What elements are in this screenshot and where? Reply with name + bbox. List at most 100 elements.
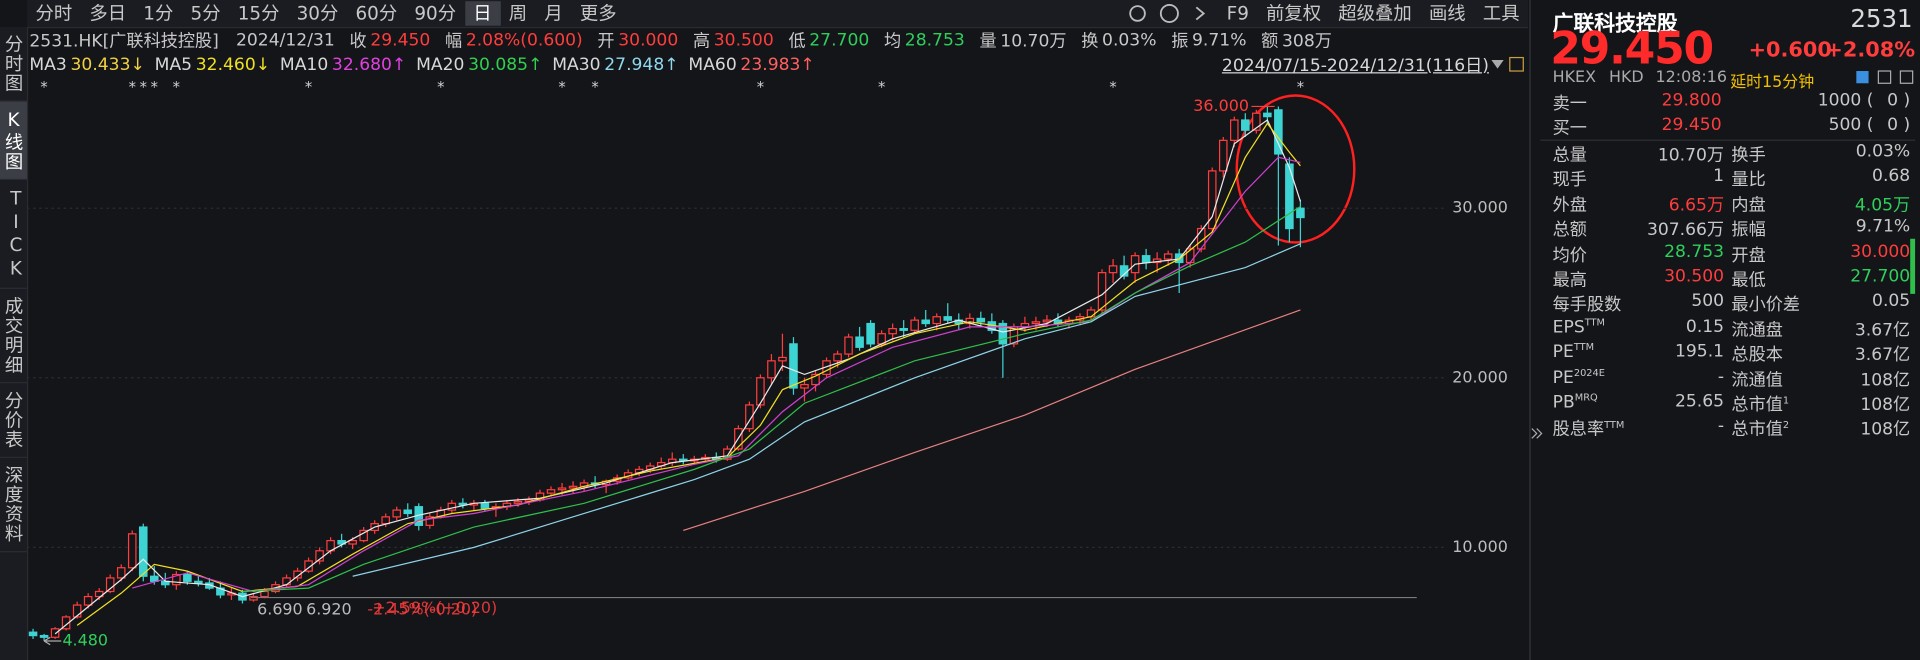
candle-body (39, 634, 49, 638)
stat-label: 最低 (1731, 267, 1765, 291)
side-tab[interactable]: 成交明细 (0, 289, 27, 384)
candle-body (513, 500, 523, 504)
info-line: 2531.HK[广联科技控股] 2024/12/31 收 29.450 幅 2.08%(0… (29, 28, 1331, 52)
candle-body (72, 604, 82, 618)
ma-value: 27.948↑ (604, 55, 679, 75)
stat-label: 量比 (1731, 167, 1765, 191)
candle-body (888, 328, 897, 335)
field-label: 均 (883, 31, 902, 52)
period-tab[interactable]: 日 (464, 1, 501, 26)
candle-body (767, 360, 776, 379)
tool-button[interactable]: 画线 (1428, 2, 1466, 25)
period-tab[interactable]: 90分 (414, 2, 457, 25)
side-tab[interactable]: K线图 (0, 101, 27, 180)
period-tab[interactable]: 60分 (355, 2, 398, 25)
candle-body (1252, 112, 1261, 131)
field-value: 30.000 (618, 30, 679, 51)
candle-body (998, 322, 1008, 345)
tool-button[interactable]: F9 (1226, 2, 1249, 25)
candle-body (138, 526, 148, 577)
period-tab[interactable]: 月 (544, 2, 563, 25)
stat-label: 振幅 (1731, 217, 1765, 241)
tool-button[interactable]: 超级叠加 (1338, 2, 1412, 25)
panel-icons (1856, 70, 1914, 84)
period-tab[interactable]: 5分 (190, 2, 221, 25)
ma-name: MA20 (416, 55, 465, 75)
period-tab[interactable]: 分时 (35, 2, 73, 25)
field-label: 幅 (445, 31, 463, 52)
candle-body (458, 502, 468, 506)
candle-body (568, 485, 578, 489)
period-tab[interactable]: 多日 (89, 2, 127, 25)
annotation-arrow (43, 636, 62, 646)
icon[interactable] (1899, 70, 1914, 84)
candle-body (1274, 109, 1283, 155)
stat-label-text: 最高 (1552, 270, 1587, 291)
stat-value: 307.66万 (1646, 220, 1725, 241)
settings-icon[interactable] (1128, 5, 1146, 22)
period-tab[interactable]: 周 (508, 2, 528, 25)
range-dropdown[interactable] (1489, 56, 1526, 73)
stat-value: 27.700 (1850, 266, 1911, 287)
period-tab[interactable]: 更多 (579, 2, 617, 25)
candle-body (127, 533, 137, 569)
candle-body (1285, 163, 1294, 230)
candle-body (976, 317, 986, 323)
ma-line (683, 309, 1301, 532)
expand-icon[interactable] (1531, 426, 1543, 441)
event-marker: * (151, 79, 158, 96)
collapse-icon[interactable] (1195, 6, 1205, 21)
stat-value: 4.05万 (1854, 195, 1911, 216)
ma-value: 30.085↑ (468, 55, 543, 75)
tool-button[interactable]: 工具 (1482, 2, 1520, 25)
help-icon[interactable] (1159, 3, 1179, 23)
time: 12:08:16 (1655, 68, 1728, 87)
date: 2024/12/31 (235, 30, 335, 51)
change: +0.600 (1748, 37, 1832, 63)
quote-panel: 广联科技控股 2531 29.450 +0.600 +2.08% HKEX HKD 12:08… (1531, 0, 1920, 660)
stat-label-text: 换手 (1731, 145, 1766, 166)
side-tab[interactable]: 分价表 (0, 383, 27, 458)
candle-body (745, 404, 754, 430)
side-tab[interactable]: 深度资料 (0, 458, 27, 553)
icon[interactable] (1877, 70, 1892, 84)
stat-value: 500 (1691, 291, 1725, 312)
candle-body (348, 539, 357, 545)
stat-label-text: PB (1552, 392, 1575, 413)
period-tab[interactable]: 1分 (143, 2, 174, 25)
ma-name: MA3 (29, 55, 67, 75)
side-tab[interactable]: 分时图 (0, 27, 27, 102)
event-marker: * (1109, 79, 1116, 96)
field-label: 低 (788, 31, 806, 52)
stock-name: 广联科技控股 (1552, 12, 1678, 37)
candle-body (1296, 207, 1305, 219)
stat-value: - (1717, 416, 1725, 437)
field-value: 30.500 (713, 30, 774, 51)
date-range[interactable]: 2024/07/15-2024/12/31(116日) (1221, 56, 1489, 76)
candle-body (249, 595, 258, 601)
period-tab[interactable]: 30分 (296, 2, 339, 25)
stat-label-text: 现手 (1552, 170, 1587, 191)
tool-button[interactable]: 前复权 (1266, 2, 1322, 25)
icon[interactable] (1856, 71, 1869, 84)
event-marker: * (305, 79, 312, 96)
candle-body (105, 577, 115, 593)
period-tab[interactable]: 15分 (237, 2, 280, 25)
last-price: 29.450 (1550, 24, 1714, 75)
field-value: 29.450 (370, 30, 431, 51)
stat-value: 195.1 (1674, 341, 1725, 362)
stat-label-text: PE (1552, 342, 1574, 363)
event-marker: * (878, 79, 885, 96)
candle-body (778, 356, 787, 362)
candle-body (194, 580, 203, 584)
toolbar-icons (1128, 3, 1205, 23)
y-tick-label: 20.000 (1452, 367, 1508, 386)
book-price: 29.800 (1661, 90, 1722, 111)
ma-name: MA10 (279, 55, 329, 75)
stat-label-sup: TTM (1573, 341, 1595, 353)
field-value: 308万 (1282, 31, 1332, 52)
stock-code: 2531 (1850, 3, 1913, 34)
side-tab[interactable]: TICK (0, 180, 27, 289)
ma-value: 32.680↑ (331, 55, 407, 75)
